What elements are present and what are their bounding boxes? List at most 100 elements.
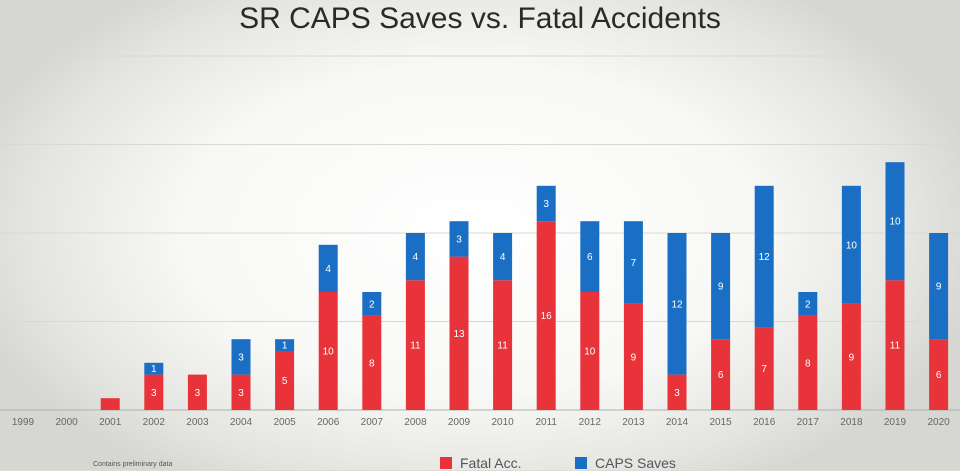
caps-bar: [623, 221, 643, 304]
caps-bar: [144, 362, 164, 375]
legend-item-caps: CAPS Saves: [575, 455, 676, 471]
caps-bar: [536, 185, 556, 222]
fatal-value-label: 5: [282, 376, 288, 387]
caps-value-label: 4: [500, 252, 506, 263]
caps-value-label: 2: [805, 299, 811, 310]
caps-bar: [449, 221, 469, 257]
caps-bar: [711, 233, 731, 340]
caps-bar: [362, 292, 382, 316]
caps-value-label: 12: [671, 299, 683, 310]
fatal-value-label: 9: [631, 352, 637, 363]
x-tick-labels: 1999 2000 2001 2002 2003 2004 2005 2006 2007 2008…: [12, 417, 950, 428]
fatal-bar: [275, 351, 295, 410]
fatal-bar: [929, 339, 949, 410]
x-tick-label: 2003: [186, 417, 209, 428]
legend-label-caps: CAPS Saves: [595, 455, 676, 471]
fatal-bar: [100, 398, 120, 410]
x-tick-label: 2019: [884, 417, 907, 428]
x-tick-label: 2000: [55, 417, 78, 428]
footnote: Contains preliminary data: [93, 461, 173, 468]
x-tick-label: 2004: [230, 417, 253, 428]
x-tick-label: 2008: [404, 417, 427, 428]
x-tick-label: 2016: [753, 417, 776, 428]
fatal-value-label: 3: [151, 388, 157, 399]
fatal-value-label: 3: [195, 388, 201, 399]
caps-value-label: 10: [889, 217, 901, 228]
caps-value-label: 4: [325, 264, 331, 275]
x-tick-label: 2018: [840, 417, 863, 428]
x-tick-label: 2001: [99, 417, 122, 428]
caps-value-label: 1: [151, 364, 157, 375]
fatal-value-label: 11: [497, 341, 508, 352]
legend-swatch-fatal: [440, 457, 452, 469]
fatal-bar: [144, 374, 164, 410]
caps-bar: [318, 244, 338, 292]
caps-value-label: 2: [369, 299, 375, 310]
caps-bar: [798, 292, 818, 316]
x-tick-label: 2013: [622, 417, 645, 428]
caps-value-label: 7: [631, 258, 637, 269]
fatal-bar: [231, 374, 251, 410]
fatal-bar: [318, 292, 338, 410]
fatal-value-label: 6: [936, 370, 942, 381]
x-tick-label: 2012: [579, 417, 602, 428]
x-tick-label: 2014: [666, 417, 689, 428]
legend-label-fatal: Fatal Acc.: [460, 455, 522, 471]
x-tick-label: 2011: [535, 417, 557, 428]
caps-bar: [929, 233, 949, 340]
caps-bar: [580, 221, 600, 292]
x-tick-label: 1999: [12, 417, 35, 428]
bars: 313 3351104821141331141631069731269712829…: [100, 162, 949, 410]
legend-item-fatal: Fatal Acc.: [440, 455, 521, 471]
fatal-value-label: 3: [238, 388, 244, 399]
caps-value-label: 1: [282, 341, 288, 352]
fatal-bar: [885, 280, 905, 410]
fatal-value-label: 10: [584, 347, 596, 358]
fatal-bar: [754, 327, 774, 410]
x-tick-label: 2017: [797, 417, 820, 428]
x-tick-label: 2002: [143, 417, 166, 428]
fatal-value-label: 11: [890, 341, 901, 352]
caps-bar: [667, 233, 687, 375]
fatal-bar: [711, 339, 731, 410]
fatal-bar: [405, 280, 425, 410]
caps-bar: [885, 162, 905, 281]
x-tick-label: 2020: [927, 417, 950, 428]
caps-value-label: 4: [413, 252, 419, 263]
fatal-value-label: 3: [674, 388, 680, 399]
caps-bar: [754, 185, 774, 328]
fatal-value-label: 6: [718, 370, 724, 381]
fatal-bar: [187, 374, 207, 410]
x-tick-label: 2007: [361, 417, 384, 428]
chart-title: SR CAPS Saves vs. Fatal Accidents: [239, 2, 721, 35]
fatal-bar: [841, 303, 861, 410]
fatal-bar: [798, 315, 818, 410]
x-tick-label: 2006: [317, 417, 340, 428]
caps-value-label: 9: [936, 282, 942, 293]
fatal-bar: [449, 256, 469, 410]
caps-bar: [493, 233, 513, 281]
x-tick-label: 2005: [273, 417, 296, 428]
fatal-value-label: 16: [541, 311, 553, 322]
caps-value-label: 3: [543, 199, 549, 210]
fatal-bar: [536, 221, 556, 410]
caps-value-label: 3: [238, 352, 244, 363]
x-tick-label: 2010: [491, 417, 514, 428]
caps-value-label: 9: [718, 282, 724, 293]
caps-bar: [841, 185, 861, 304]
fatal-value-label: 7: [761, 364, 767, 375]
caps-value-label: 10: [846, 240, 858, 251]
fatal-value-label: 9: [849, 352, 855, 363]
fatal-bar: [623, 303, 643, 410]
caps-value-label: 6: [587, 252, 593, 263]
fatal-bar: [493, 280, 513, 410]
fatal-value-label: 11: [410, 341, 421, 352]
x-tick-label: 2009: [448, 417, 471, 428]
x-tick-label: 2015: [709, 417, 732, 428]
fatal-value-label: 8: [369, 358, 375, 369]
fatal-value-label: 8: [805, 358, 811, 369]
fatal-bar: [362, 315, 382, 410]
fatal-bar: [580, 292, 600, 410]
